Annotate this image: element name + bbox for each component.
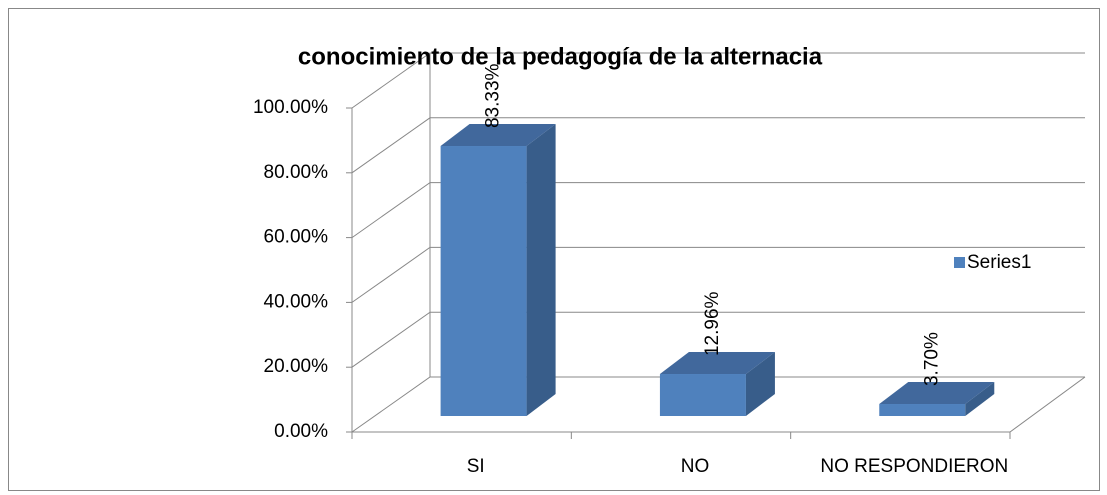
bar-front [440,146,527,416]
x-tick-label: NO [681,456,710,477]
data-label: 83.33% [483,63,504,128]
grid-line [351,182,1085,239]
grid-line [351,246,1085,303]
y-tick-label: 80.00% [264,162,329,183]
bar-front [879,404,966,416]
y-tick-label: 40.00% [264,291,329,312]
x-tick-label: NO RESPONDIERON [820,456,1008,477]
y-tick-label: 20.00% [264,356,329,377]
y-tick-label: 0.00% [274,421,328,442]
data-label: 3.70% [921,332,942,386]
grid-line [351,376,1085,433]
y-tick-label: 60.00% [264,227,329,248]
grid-line [351,117,1085,174]
data-label: 12.96% [702,291,723,356]
bar-side [526,124,556,416]
bar-side [745,352,775,416]
bar-top [659,352,775,375]
chart-title: conocimiento de la pedagogía de la alter… [298,43,823,70]
x-tick-label: SI [467,456,485,477]
legend-label: Series1 [967,252,1031,273]
grid-line [351,311,1085,368]
grid-line [351,52,1085,109]
bar-top [879,382,995,405]
bar-front [659,374,746,416]
legend-swatch [954,257,965,268]
bar-top [440,124,556,147]
y-tick-label: 100.00% [253,97,328,118]
bar-side [965,382,995,416]
